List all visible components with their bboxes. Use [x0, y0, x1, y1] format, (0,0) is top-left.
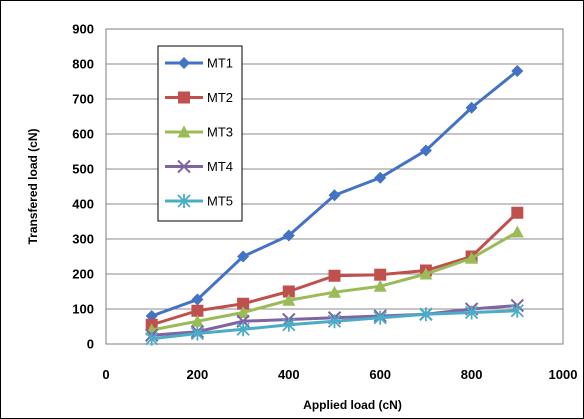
y-tick-label: 400 [72, 197, 94, 212]
legend-label: MT5 [207, 194, 233, 209]
legend-label: MT4 [207, 159, 233, 174]
x-tick-label: 200 [187, 367, 209, 382]
data-point [282, 285, 295, 298]
series-mt5 [145, 303, 524, 346]
y-tick-label: 900 [72, 22, 94, 37]
data-point [328, 285, 341, 298]
data-point [373, 310, 387, 325]
legend-label: MT1 [207, 56, 233, 71]
series-mt2 [145, 206, 524, 331]
y-tick-label: 0 [87, 337, 94, 352]
data-point [327, 314, 342, 329]
data-point [510, 225, 524, 238]
y-axis-title: Transfered load (cN) [26, 128, 40, 244]
legend-marker [177, 159, 191, 174]
legend-label: MT2 [207, 90, 233, 105]
legend: MT1 MT2 MT3 MT4 MT5 [157, 45, 243, 222]
data-point [282, 293, 296, 306]
data-point [374, 268, 387, 281]
legend-item: MT5 [165, 194, 233, 209]
data-point [190, 326, 205, 341]
data-point [237, 297, 250, 310]
data-point [419, 144, 432, 157]
data-point [237, 250, 250, 263]
data-point [464, 305, 479, 320]
legend-marker [177, 125, 191, 138]
data-point [373, 279, 387, 292]
data-point [419, 267, 433, 280]
data-point [465, 251, 479, 264]
y-tick-label: 800 [72, 57, 94, 72]
legend-item: MT2 [165, 90, 233, 105]
data-point [419, 307, 433, 322]
data-point [374, 171, 387, 184]
x-tick-label: 400 [278, 367, 300, 382]
data-point [510, 303, 524, 318]
series-group [144, 65, 525, 346]
legend-marker [178, 91, 190, 104]
x-tick-label: 0 [102, 367, 109, 382]
plot-area [105, 28, 564, 345]
legend-item: MT3 [165, 125, 233, 140]
data-point [282, 229, 295, 242]
legend-marker [178, 57, 190, 69]
legend-label: MT3 [207, 125, 233, 140]
x-axis: 0 200 400 600 800 1000 [102, 367, 577, 382]
data-point [191, 293, 204, 306]
data-point [465, 101, 478, 114]
legend-marker [177, 194, 191, 208]
x-tick-label: 800 [461, 367, 483, 382]
legend-item: MT4 [165, 159, 233, 174]
y-tick-label: 200 [72, 267, 94, 282]
data-point [328, 269, 341, 282]
data-point [236, 322, 250, 337]
y-tick-label: 500 [72, 162, 94, 177]
data-point [190, 314, 204, 327]
y-tick-label: 700 [72, 92, 94, 107]
data-point [511, 65, 524, 77]
x-axis-title: Applied load (cN) [303, 398, 402, 412]
y-axis: 0 100 200 300 400 500 600 700 800 900 [72, 22, 94, 352]
y-tick-label: 600 [72, 127, 94, 142]
x-tick-label: 1000 [549, 367, 578, 382]
y-tick-label: 300 [72, 232, 94, 247]
data-point [236, 306, 250, 318]
y-tick-label: 100 [72, 302, 94, 317]
legend-item: MT1 [165, 56, 233, 71]
data-point [511, 206, 524, 219]
data-point [328, 189, 341, 202]
x-tick-label: 600 [369, 367, 391, 382]
data-point [145, 331, 159, 346]
data-point [191, 304, 204, 317]
data-point [282, 317, 296, 332]
series-line [151, 211, 519, 327]
